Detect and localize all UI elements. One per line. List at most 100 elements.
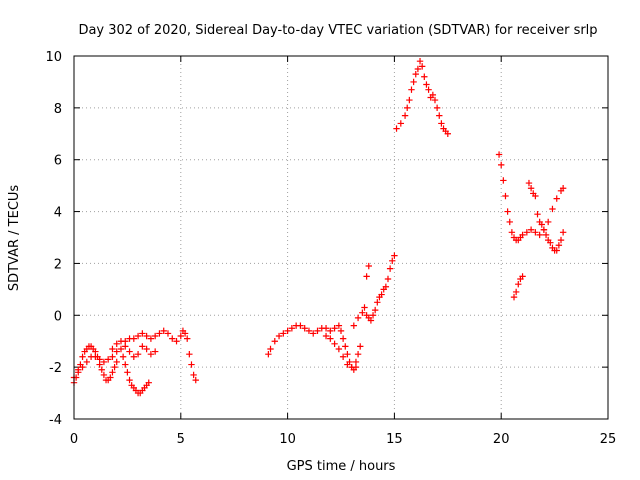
data-point: [534, 210, 541, 218]
data-point: [139, 330, 146, 337]
data-point: [374, 299, 381, 306]
data-point: [506, 218, 513, 226]
y-tick-label: 4: [54, 206, 62, 221]
series-segment-1d: [119, 353, 152, 397]
y-tick-label: 6: [54, 154, 62, 169]
data-point: [418, 63, 426, 70]
data-point: [389, 257, 396, 265]
data-point: [284, 327, 291, 335]
data-point: [386, 265, 394, 272]
y-tick-label: 0: [54, 309, 62, 324]
data-point: [549, 205, 556, 213]
data-point: [510, 293, 518, 301]
data-point: [555, 242, 563, 249]
x-tick-label: 15: [386, 432, 403, 447]
data-point: [331, 340, 338, 348]
data-point: [412, 70, 419, 78]
data-point: [107, 374, 114, 381]
data-point: [145, 379, 152, 386]
data-point: [327, 327, 334, 335]
data-point: [327, 335, 334, 342]
data-point: [339, 335, 347, 342]
data-point: [188, 361, 195, 368]
data-point: [365, 262, 372, 270]
data-point: [111, 363, 118, 371]
data-point: [436, 112, 443, 119]
data-point: [79, 353, 86, 360]
data-point: [512, 288, 520, 296]
data-point: [544, 218, 552, 226]
data-point: [130, 353, 138, 360]
data-point: [406, 96, 413, 104]
grid: [74, 56, 608, 419]
series-segment-5b: [525, 179, 567, 254]
data-point: [314, 327, 321, 335]
data-point: [410, 78, 417, 86]
data-point: [393, 125, 400, 132]
data-point: [508, 229, 516, 236]
data-point: [540, 226, 548, 233]
series-segment-1b: [70, 343, 159, 381]
data-point: [83, 358, 91, 366]
data-point: [498, 161, 505, 169]
data-point: [280, 330, 287, 337]
data-point: [523, 229, 531, 236]
data-point: [536, 231, 543, 239]
data-points: [70, 57, 567, 397]
data-point: [557, 236, 565, 244]
series-segment-2: [265, 322, 355, 371]
data-point: [169, 335, 176, 342]
data-point: [532, 192, 539, 200]
data-point: [342, 343, 349, 350]
y-axis-label: SDTVAR / TECUs: [7, 185, 22, 292]
data-point: [143, 345, 150, 353]
data-point: [184, 335, 191, 342]
data-point: [378, 291, 385, 298]
data-point: [423, 81, 430, 88]
data-point: [391, 252, 398, 259]
data-point: [109, 369, 116, 376]
data-point: [525, 179, 533, 187]
data-point: [190, 371, 197, 379]
data-point: [515, 280, 522, 288]
data-point: [109, 345, 116, 353]
data-point: [344, 361, 351, 368]
data-point: [401, 112, 409, 119]
data-point: [350, 322, 358, 329]
data-point: [367, 317, 375, 324]
series-segment-2b: [322, 332, 364, 373]
series-segment-5c: [510, 273, 526, 301]
data-point: [181, 330, 189, 337]
data-point: [559, 185, 567, 192]
data-point: [134, 332, 142, 340]
data-point: [122, 338, 129, 345]
data-point: [124, 369, 131, 376]
data-point: [357, 343, 364, 350]
data-point: [335, 322, 343, 329]
data-point: [444, 130, 451, 137]
data-point: [100, 358, 108, 366]
data-point: [104, 356, 112, 363]
y-tick-label: -2: [49, 361, 62, 376]
data-point: [305, 327, 313, 335]
data-point: [126, 348, 133, 355]
data-point: [553, 195, 560, 202]
data-point: [186, 350, 193, 358]
data-point: [297, 322, 304, 329]
data-point: [416, 57, 424, 65]
data-point: [322, 325, 330, 332]
data-point: [495, 151, 503, 158]
y-tick-label: 2: [54, 257, 62, 272]
data-point: [100, 371, 108, 379]
data-point: [438, 120, 445, 127]
data-point: [369, 312, 377, 319]
data-point: [113, 358, 120, 366]
data-point: [156, 330, 163, 337]
data-point: [433, 104, 441, 112]
data-point: [382, 283, 390, 290]
data-point: [397, 120, 405, 127]
data-point: [92, 353, 99, 360]
x-tick-label: 10: [279, 432, 296, 447]
data-point: [134, 350, 142, 358]
